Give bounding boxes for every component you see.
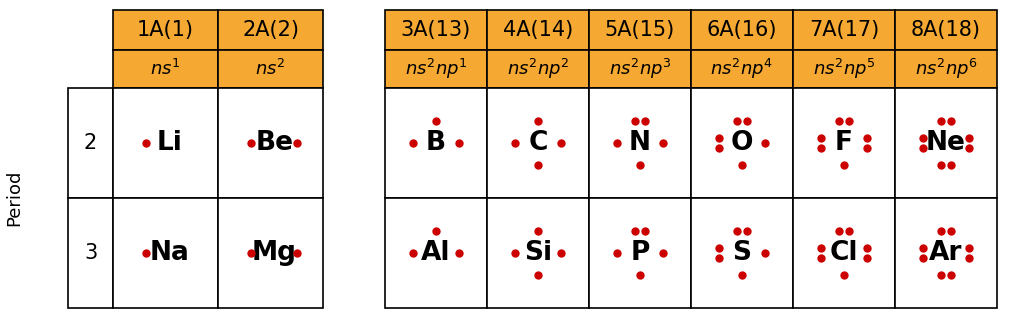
Text: $ns^2$: $ns^2$ [255, 59, 286, 79]
Text: $ns^2np^2$: $ns^2np^2$ [507, 57, 569, 81]
Bar [895, 88, 997, 198]
Bar [793, 88, 895, 198]
Bar [113, 10, 218, 50]
Text: Ar: Ar [930, 240, 963, 266]
Bar [218, 50, 323, 88]
Bar [895, 198, 997, 308]
Text: $ns^2np^6$: $ns^2np^6$ [914, 57, 978, 81]
Text: 3: 3 [84, 243, 97, 263]
Text: Cl: Cl [829, 240, 858, 266]
Bar [691, 198, 793, 308]
Bar [691, 88, 793, 198]
Text: 3A(13): 3A(13) [400, 20, 471, 40]
Text: P: P [631, 240, 649, 266]
Text: 5A(15): 5A(15) [605, 20, 675, 40]
Bar [589, 198, 691, 308]
Bar [487, 88, 589, 198]
Text: 8A(18): 8A(18) [911, 20, 981, 40]
Bar [487, 50, 589, 88]
Bar [589, 50, 691, 88]
Text: 1A(1): 1A(1) [137, 20, 194, 40]
Text: Ne: Ne [926, 130, 966, 156]
Bar [691, 50, 793, 88]
Bar [691, 10, 793, 50]
Text: Al: Al [421, 240, 451, 266]
Text: 7A(17): 7A(17) [809, 20, 880, 40]
Bar [385, 88, 487, 198]
Bar [218, 198, 323, 308]
Text: 4A(14): 4A(14) [503, 20, 573, 40]
Text: N: N [629, 130, 651, 156]
Text: Si: Si [524, 240, 552, 266]
Bar [113, 88, 218, 198]
Bar [793, 50, 895, 88]
Bar [589, 88, 691, 198]
Text: Period: Period [5, 170, 23, 226]
Bar [218, 10, 323, 50]
Bar [895, 50, 997, 88]
Text: 2: 2 [84, 133, 97, 153]
Bar [218, 88, 323, 198]
Text: Na: Na [150, 240, 189, 266]
Text: B: B [426, 130, 446, 156]
Bar [793, 198, 895, 308]
Text: Li: Li [157, 130, 182, 156]
Text: $ns^2np^3$: $ns^2np^3$ [608, 57, 672, 81]
Text: Be: Be [256, 130, 294, 156]
Bar [895, 10, 997, 50]
Text: $ns^1$: $ns^1$ [151, 59, 181, 79]
Bar [68, 198, 113, 308]
Bar [793, 10, 895, 50]
Text: O: O [731, 130, 754, 156]
Text: C: C [528, 130, 548, 156]
Bar [385, 50, 487, 88]
Bar [68, 88, 113, 198]
Text: $ns^2np^4$: $ns^2np^4$ [711, 57, 773, 81]
Bar [487, 198, 589, 308]
Bar [113, 50, 218, 88]
Bar [487, 10, 589, 50]
Text: $ns^2np^1$: $ns^2np^1$ [404, 57, 467, 81]
Bar [589, 10, 691, 50]
Text: S: S [732, 240, 752, 266]
Text: $ns^2np^5$: $ns^2np^5$ [813, 57, 876, 81]
Bar [385, 198, 487, 308]
Text: 6A(16): 6A(16) [707, 20, 777, 40]
Text: 2A(2): 2A(2) [242, 20, 299, 40]
Bar [113, 198, 218, 308]
Text: F: F [835, 130, 853, 156]
Text: Mg: Mg [252, 240, 297, 266]
Bar [385, 10, 487, 50]
